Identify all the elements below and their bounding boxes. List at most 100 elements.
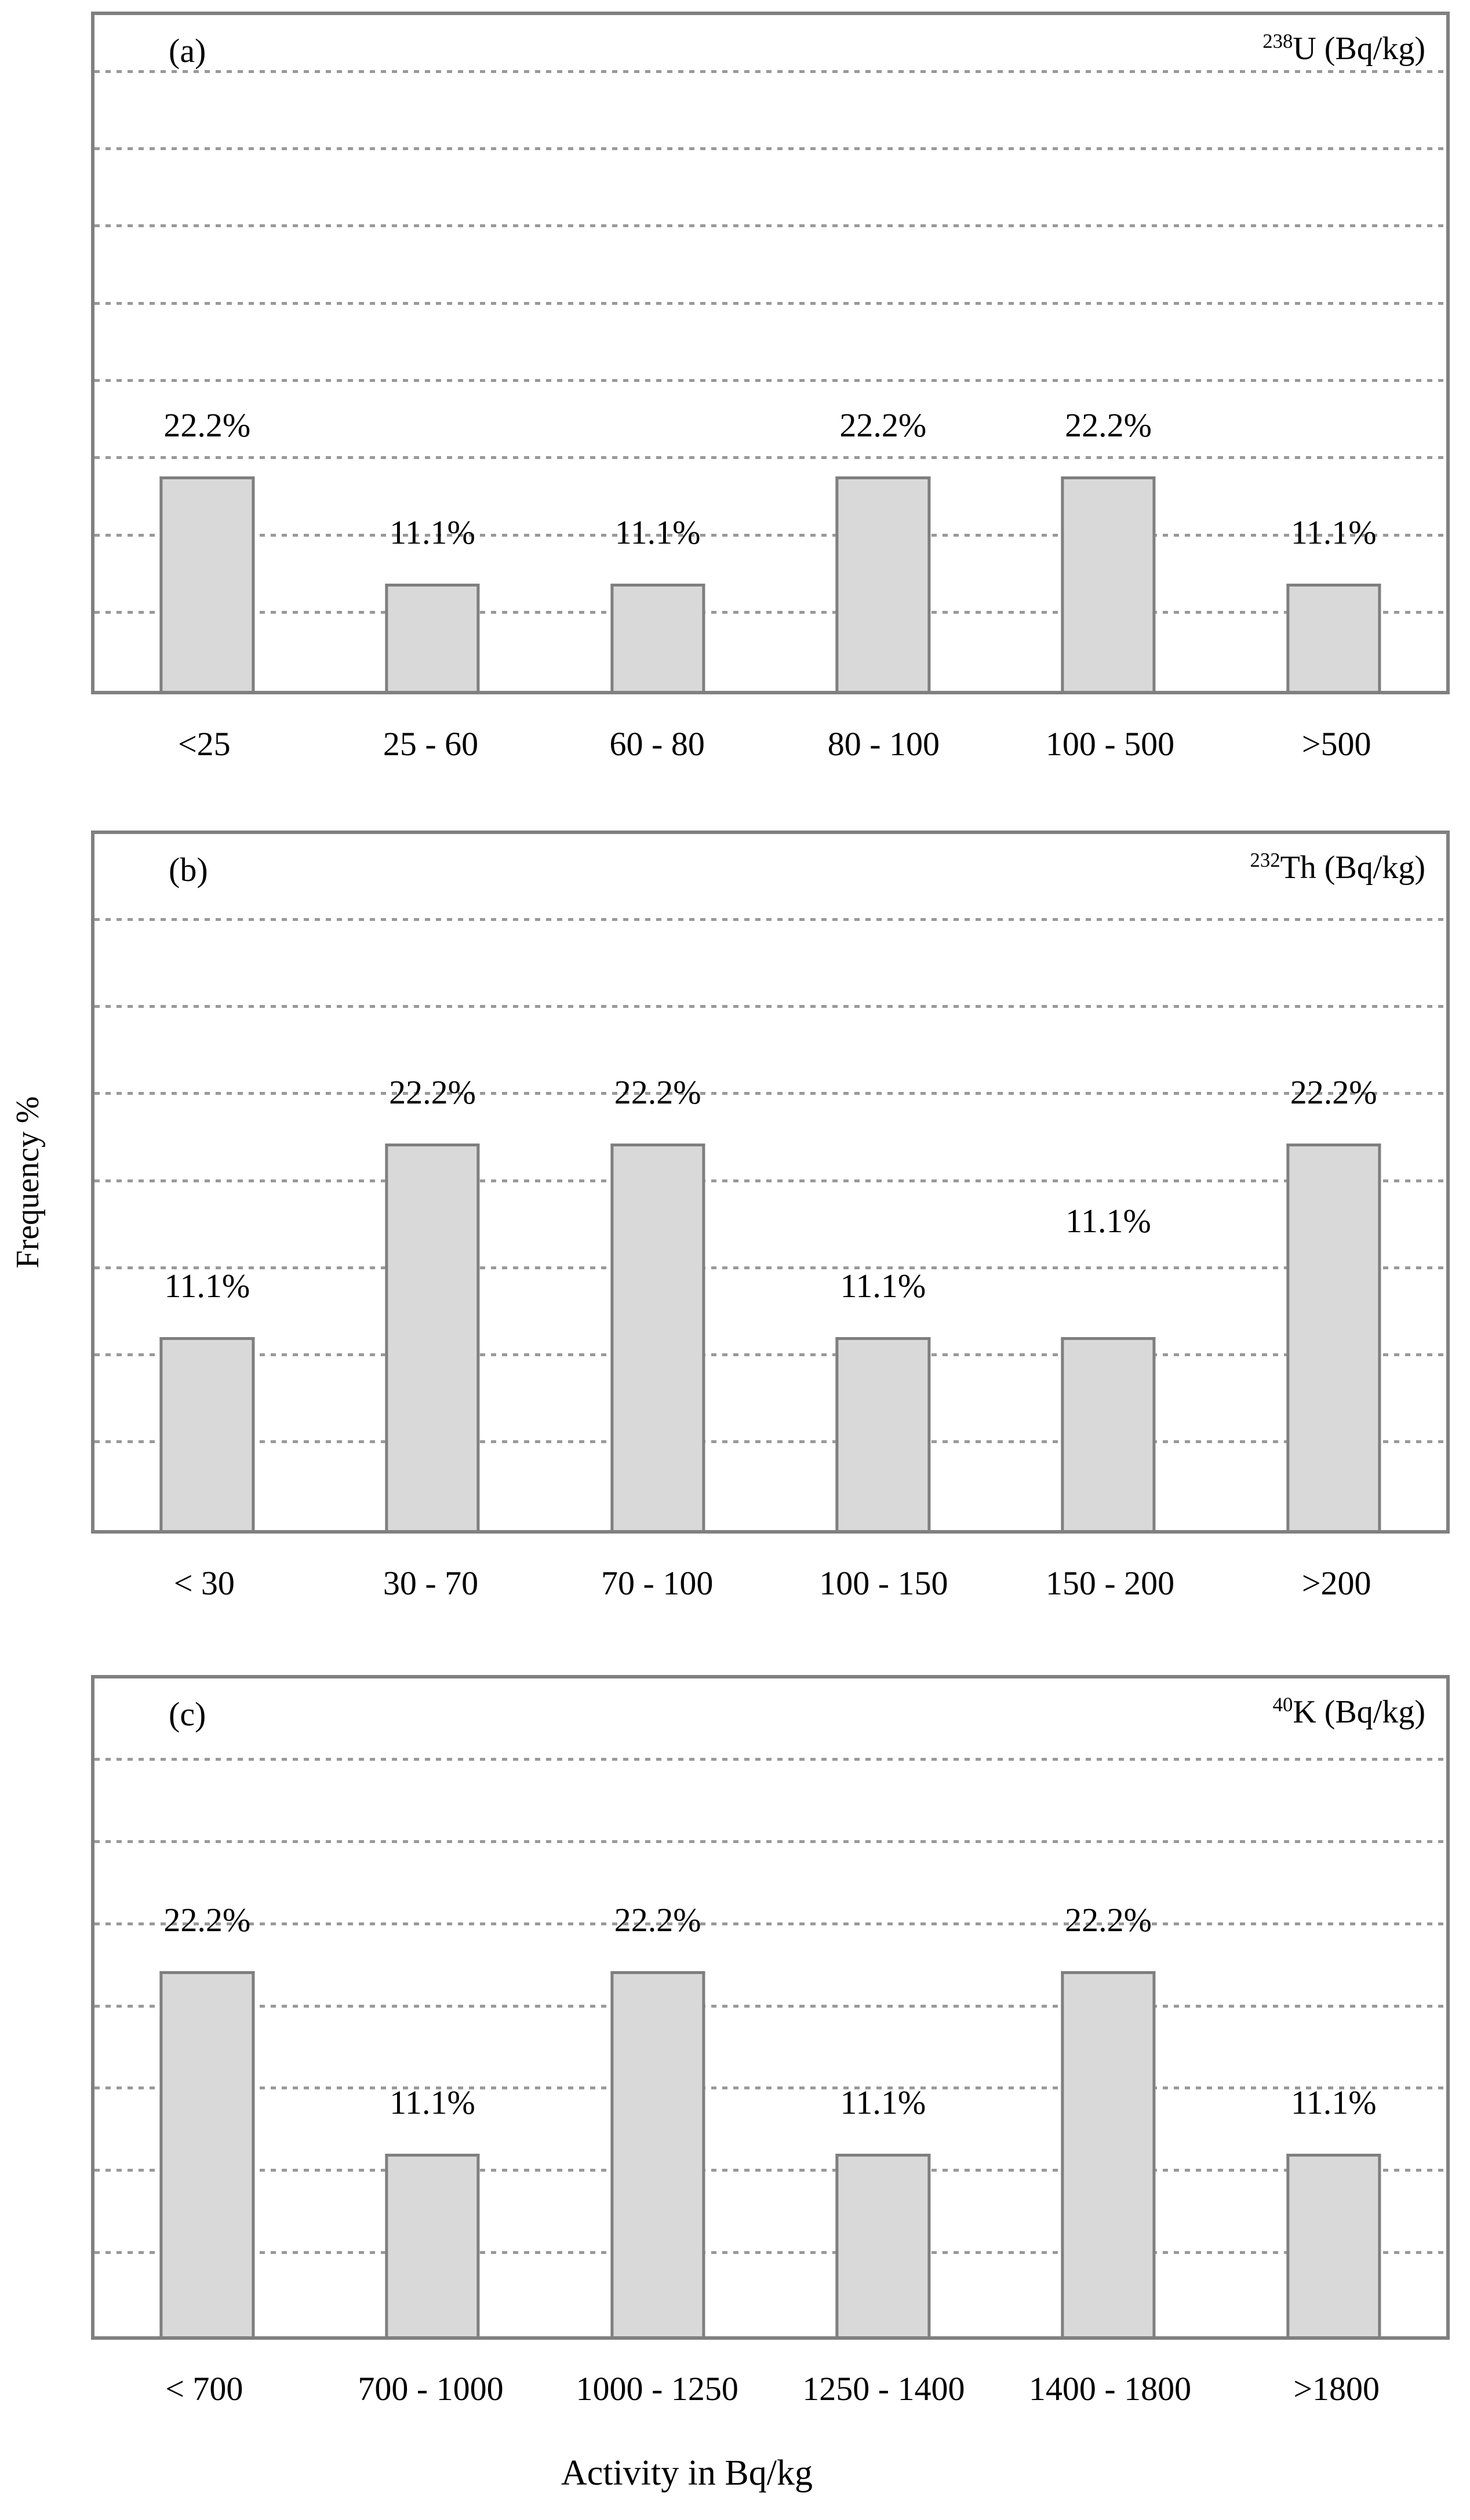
- bar-value-label: 22.2%: [163, 406, 251, 445]
- gridline: [94, 918, 1446, 922]
- bar-value-label: 11.1%: [1065, 1201, 1151, 1240]
- chart-b-x-labels: < 30 30 - 70 70 - 100 100 - 150 150 - 200 >20…: [91, 1557, 1450, 1609]
- bar-value-label: 22.2%: [614, 1901, 701, 1939]
- x-tick-label: < 700: [165, 2369, 243, 2408]
- isotope-name-th: Th (Bq/kg): [1280, 850, 1425, 886]
- bar-slot: 11.1%: [320, 15, 545, 691]
- gridline: [94, 147, 1446, 151]
- bar: [385, 2154, 480, 2336]
- bar-slot: 22.2%: [1221, 834, 1446, 1530]
- x-tick-label: 30 - 70: [383, 1564, 479, 1602]
- x-tick-label: 70 - 100: [601, 1564, 714, 1602]
- gridline: [94, 1092, 1446, 1095]
- bar-value-label: 11.1%: [1290, 2084, 1377, 2122]
- isotope-name-k: K (Bq/kg): [1293, 1694, 1425, 1730]
- gridline: [94, 301, 1446, 305]
- bar: [1061, 1971, 1156, 2336]
- bar-slot: 22.2%: [996, 15, 1221, 691]
- bar: [610, 584, 705, 691]
- x-tick-label: 100 - 500: [1045, 724, 1175, 763]
- panel-letter-b: (b): [169, 851, 208, 888]
- chart-b-plot: (b) 232Th (Bq/kg) 11.1% 22.2% 22.2% 11.1% 11…: [91, 831, 1450, 1534]
- bar: [1061, 476, 1156, 691]
- gridline: [94, 2086, 1446, 2090]
- bar-value-label: 11.1%: [1290, 514, 1377, 552]
- bar-slot: 22.2%: [94, 1678, 320, 2336]
- gridline: [94, 1005, 1446, 1008]
- x-tick-label: >1800: [1293, 2369, 1380, 2408]
- x-tick-label: 1250 - 1400: [802, 2369, 965, 2408]
- bar-value-label: 11.1%: [840, 2084, 926, 2122]
- bar-value-label: 22.2%: [1065, 1901, 1152, 1939]
- bar-value-label: 11.1%: [390, 514, 475, 552]
- bars-layer: 22.2% 11.1% 11.1% 22.2% 22.2% 11.1%: [94, 15, 1446, 691]
- bar-slot: 22.2%: [545, 1678, 770, 2336]
- x-tick-label: >500: [1301, 724, 1371, 763]
- panel-letter-a: (a): [169, 32, 206, 70]
- gridline: [94, 1840, 1446, 1843]
- gridline: [94, 1179, 1446, 1182]
- gridline: [94, 1757, 1446, 1761]
- chart-a-plot: (a) 238U (Bq/kg) 22.2% 11.1% 11.1% 22.2% 22.…: [91, 12, 1450, 694]
- bar-value-label: 11.1%: [164, 1266, 250, 1305]
- bar-slot: 11.1%: [996, 834, 1221, 1530]
- chart-a-unit-label: 238U (Bq/kg): [1262, 30, 1425, 67]
- bar: [1286, 1144, 1381, 1530]
- x-tick-label: >200: [1301, 1564, 1371, 1602]
- chart-c-unit-label: 40K (Bq/kg): [1273, 1694, 1425, 1731]
- bar-value-label: 22.2%: [389, 1073, 476, 1112]
- isotope-mass-232: 232: [1250, 849, 1280, 872]
- chart-c-x-labels: < 700 700 - 1000 1000 - 1250 1250 - 1400 140…: [91, 2362, 1450, 2415]
- x-tick-label: 25 - 60: [383, 724, 479, 763]
- isotope-name-u: U (Bq/kg): [1293, 31, 1425, 67]
- x-tick-label: 60 - 80: [609, 724, 705, 763]
- bar-slot: 11.1%: [94, 834, 320, 1530]
- x-tick-label: 1000 - 1250: [576, 2369, 738, 2408]
- chart-c-plot: (c) 40K (Bq/kg) 22.2% 11.1% 22.2% 11.1% 22.2…: [91, 1675, 1450, 2340]
- y-axis-title: Frequency %: [10, 1096, 46, 1269]
- bar: [159, 1971, 254, 2336]
- bar: [835, 2154, 930, 2336]
- bar-slot: 11.1%: [770, 1678, 996, 2336]
- gridline: [94, 533, 1446, 537]
- chart-b-unit-label: 232Th (Bq/kg): [1250, 849, 1426, 886]
- bar: [835, 476, 930, 691]
- bar: [610, 1971, 705, 2336]
- gridline: [94, 1266, 1446, 1269]
- bar: [1286, 584, 1381, 691]
- bar-slot: 11.1%: [1221, 1678, 1446, 2336]
- bar-slot: 22.2%: [545, 834, 770, 1530]
- x-axis-title: Activity in Bq/kg: [561, 2453, 813, 2493]
- bar: [835, 1337, 930, 1530]
- gridline: [94, 2169, 1446, 2172]
- x-tick-label: < 30: [173, 1564, 235, 1602]
- bars-layer: 22.2% 11.1% 22.2% 11.1% 22.2% 11.1%: [94, 1678, 1446, 2336]
- gridline: [94, 2004, 1446, 2008]
- bar: [159, 1337, 254, 1530]
- bar-value-label: 22.2%: [163, 1901, 251, 1939]
- x-tick-label: 150 - 200: [1045, 1564, 1175, 1602]
- bar-slot: 22.2%: [770, 15, 996, 691]
- gridline: [94, 1353, 1446, 1356]
- isotope-mass-238: 238: [1262, 30, 1293, 53]
- bar-slot: 11.1%: [545, 15, 770, 691]
- bar: [385, 584, 480, 691]
- panel-letter-c: (c): [169, 1695, 206, 1733]
- chart-a-x-labels: <25 25 - 60 60 - 80 80 - 100 100 - 500 >500: [91, 718, 1450, 770]
- bar-value-label: 11.1%: [390, 2084, 475, 2122]
- gridline: [94, 378, 1446, 382]
- bar: [385, 1144, 480, 1530]
- x-tick-label: 100 - 150: [819, 1564, 948, 1602]
- bars-layer: 11.1% 22.2% 22.2% 11.1% 11.1% 22.2%: [94, 834, 1446, 1530]
- gridline: [94, 70, 1446, 73]
- bar: [1061, 1337, 1156, 1530]
- bar-value-label: 11.1%: [840, 1266, 926, 1305]
- bar-slot: 11.1%: [770, 834, 996, 1530]
- bar: [159, 476, 254, 691]
- isotope-mass-40: 40: [1272, 1693, 1293, 1716]
- gridline: [94, 1922, 1446, 1925]
- bar-value-label: 22.2%: [839, 406, 927, 445]
- bar: [610, 1144, 705, 1530]
- bar-value-label: 11.1%: [614, 514, 701, 552]
- bar-value-label: 22.2%: [1290, 1073, 1377, 1112]
